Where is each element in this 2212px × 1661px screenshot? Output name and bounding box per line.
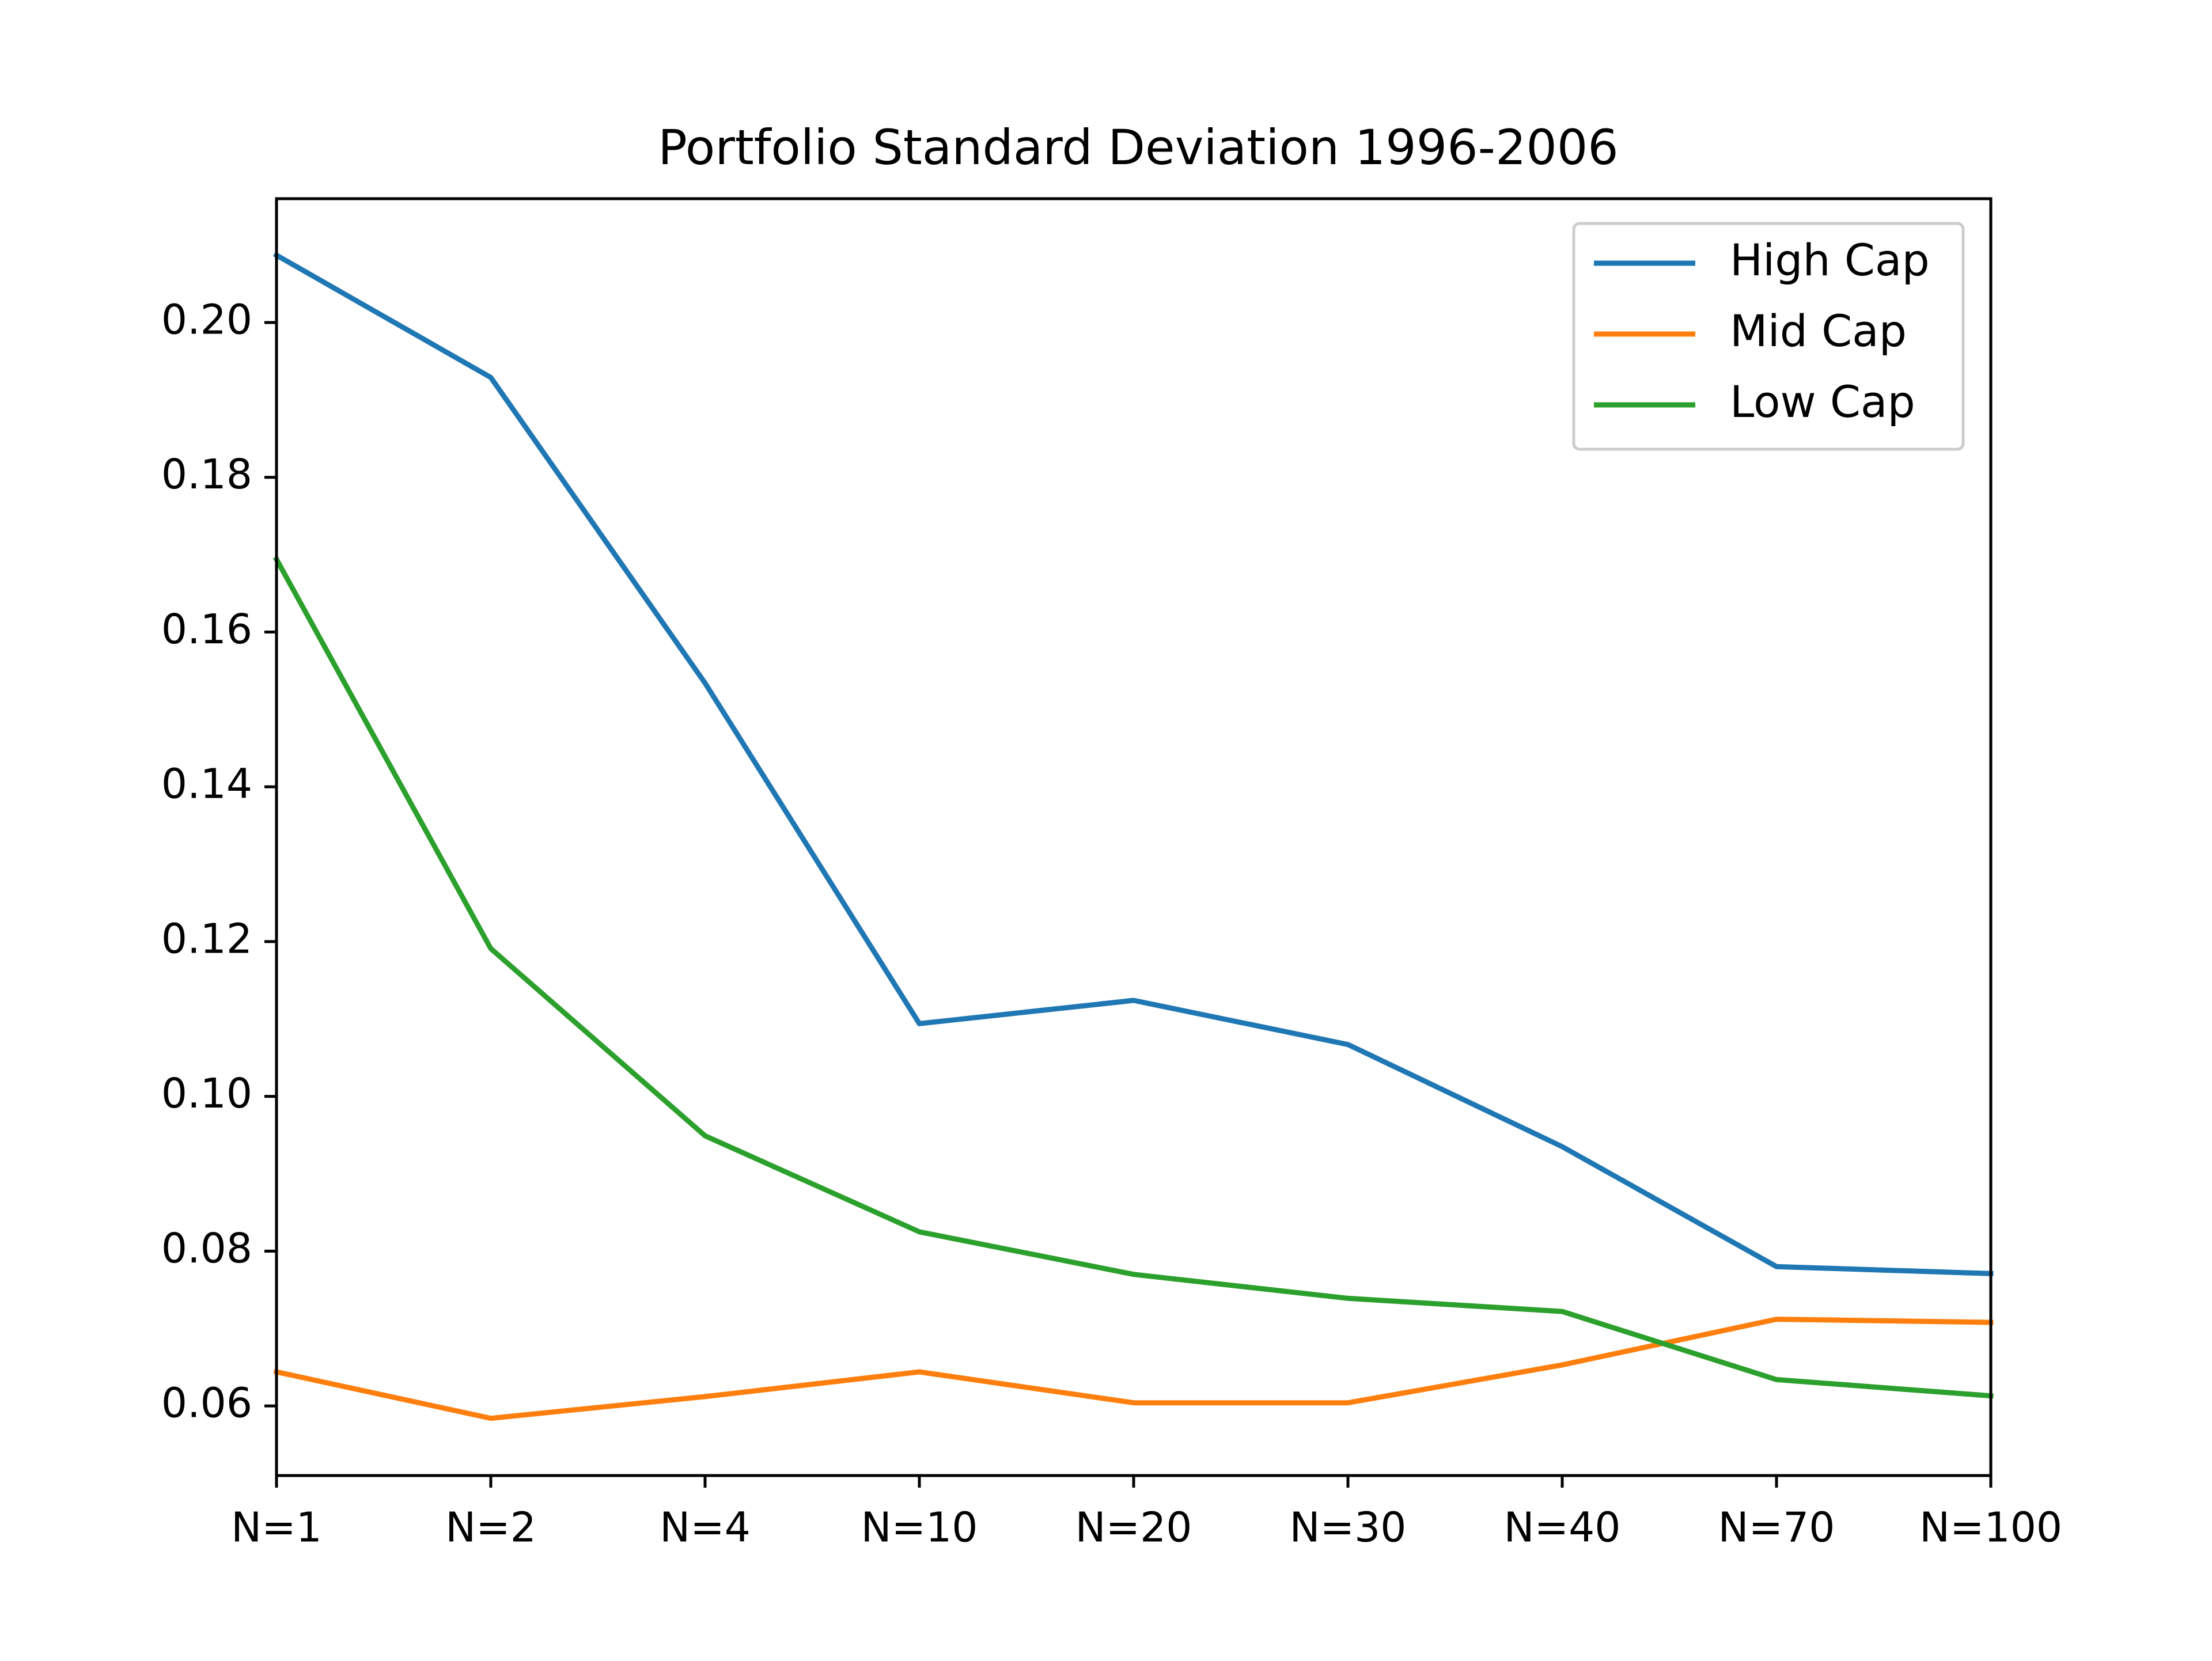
chart-title: Portfolio Standard Deviation 1996-2006 <box>658 119 1618 176</box>
x-axis: N=1 N=2 N=4 N=10 N=20 N=30 N=40 N=70 N=100 <box>231 1476 2062 1552</box>
y-tick-label: 0.12 <box>161 915 252 962</box>
x-tick-label: N=100 <box>1919 1504 2062 1552</box>
y-axis: 0.06 0.08 0.10 0.12 0.14 0.16 0.18 0.20 <box>161 296 276 1427</box>
series-line-high-cap <box>272 251 1994 1276</box>
y-tick-label: 0.20 <box>161 296 252 344</box>
x-tick-label: N=40 <box>1504 1504 1621 1552</box>
x-tick-label: N=70 <box>1718 1504 1835 1552</box>
y-tick-label: 0.08 <box>161 1224 252 1272</box>
legend: High Cap Mid Cap Low Cap <box>1572 222 1965 451</box>
legend-label-high-cap: High Cap <box>1730 234 1930 286</box>
x-tick-label: N=4 <box>660 1504 751 1552</box>
y-tick-label: 0.14 <box>161 760 252 808</box>
y-tick-label: 0.06 <box>161 1379 252 1427</box>
x-tick-label: N=10 <box>861 1504 978 1552</box>
x-tick-label: N=2 <box>445 1504 536 1552</box>
legend-label-mid-cap: Mid Cap <box>1730 305 1907 357</box>
series-lines <box>272 251 1994 1421</box>
series-line-mid-cap <box>273 1317 1994 1421</box>
x-tick-label: N=20 <box>1075 1504 1192 1552</box>
legend-label-low-cap: Low Cap <box>1730 376 1915 427</box>
x-tick-label: N=30 <box>1290 1504 1407 1552</box>
y-tick-label: 0.16 <box>161 605 252 653</box>
y-tick-label: 0.10 <box>161 1070 252 1117</box>
series-line-low-cap <box>272 555 1994 1399</box>
y-tick-label: 0.18 <box>161 450 252 498</box>
legend-box <box>1572 222 1965 451</box>
x-tick-label: N=1 <box>231 1504 322 1552</box>
